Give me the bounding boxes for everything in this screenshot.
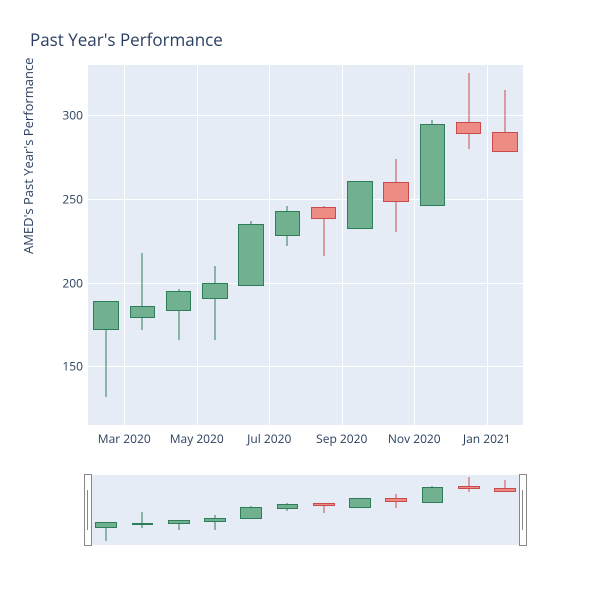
- candle-body: [130, 306, 155, 318]
- gridline-v: [124, 65, 125, 425]
- gridline-v: [487, 65, 488, 425]
- x-tick-label: Sep 2020: [316, 430, 367, 447]
- candle-body: [420, 124, 445, 206]
- x-tick-label: Nov 2020: [388, 430, 441, 447]
- candle[interactable]: [347, 65, 372, 425]
- gridline-v: [269, 65, 270, 425]
- y-axis-label: AMED's Past Year's Performance: [19, 58, 37, 254]
- y-tick-label: 250: [55, 190, 83, 207]
- range-candle: [95, 475, 117, 545]
- candle[interactable]: [166, 65, 191, 425]
- y-tick-label: 150: [55, 358, 83, 375]
- chart-container: Past Year's Performance AMED's Past Year…: [0, 0, 600, 600]
- candle[interactable]: [420, 65, 445, 425]
- range-candle: [385, 475, 407, 545]
- candle[interactable]: [275, 65, 300, 425]
- candle[interactable]: [93, 65, 118, 425]
- range-candle: [313, 475, 335, 545]
- candle[interactable]: [456, 65, 481, 425]
- range-candle: [349, 475, 371, 545]
- x-tick-label: May 2020: [170, 430, 224, 447]
- range-candle: [277, 475, 299, 545]
- candle-body: [202, 283, 227, 300]
- range-candle: [458, 475, 480, 545]
- x-tick-label: Jul 2020: [247, 430, 291, 447]
- range-candle: [422, 475, 444, 545]
- range-candle: [132, 475, 154, 545]
- candle-wick: [468, 73, 469, 148]
- candle-body: [275, 211, 300, 236]
- candle[interactable]: [492, 65, 517, 425]
- candle-body: [347, 181, 372, 230]
- candle-body: [492, 132, 517, 152]
- range-slider-chart[interactable]: [88, 475, 523, 545]
- range-handle-right[interactable]: [519, 474, 527, 546]
- candle-body: [383, 182, 408, 202]
- range-handle-left[interactable]: [84, 474, 92, 546]
- candle-body: [311, 207, 336, 219]
- range-candle: [168, 475, 190, 545]
- candle-body: [93, 301, 118, 329]
- candle-body: [166, 291, 191, 311]
- gridline-v: [414, 65, 415, 425]
- main-candlestick-chart[interactable]: [88, 65, 523, 425]
- candle-wick: [214, 266, 215, 340]
- y-tick-label: 300: [55, 107, 83, 124]
- candle[interactable]: [311, 65, 336, 425]
- candle[interactable]: [202, 65, 227, 425]
- candle-body: [456, 122, 481, 134]
- candle-body: [238, 224, 263, 286]
- range-candle: [494, 475, 516, 545]
- range-candle: [240, 475, 262, 545]
- x-tick-label: Mar 2020: [98, 430, 151, 447]
- range-candle: [204, 475, 226, 545]
- gridline-v: [342, 65, 343, 425]
- y-tick-label: 200: [55, 274, 83, 291]
- candle-wick: [142, 253, 143, 330]
- candle[interactable]: [238, 65, 263, 425]
- chart-title: Past Year's Performance: [30, 28, 223, 51]
- candle[interactable]: [130, 65, 155, 425]
- gridline-v: [197, 65, 198, 425]
- candle[interactable]: [383, 65, 408, 425]
- x-tick-label: Jan 2021: [463, 430, 511, 447]
